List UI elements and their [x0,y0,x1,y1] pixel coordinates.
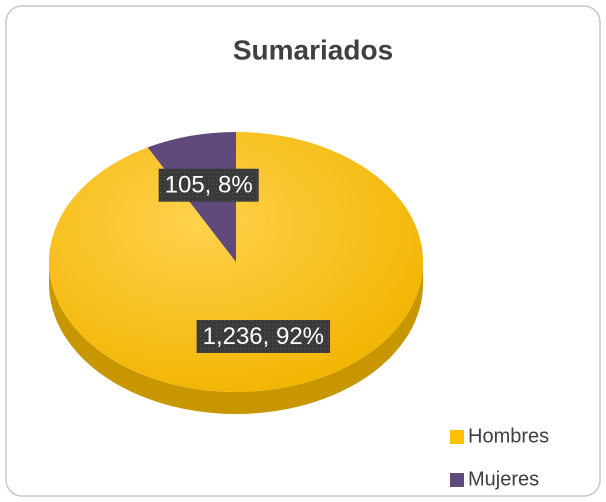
chart-title: Sumariados [233,34,393,65]
data-label: 1,236, 92% [203,323,324,350]
legend-swatch [450,473,464,487]
legend-label: Mujeres [468,468,539,490]
data-label-box [196,319,331,353]
data-label: 105, 8% [165,172,253,199]
data-label-box [158,168,259,202]
pie-side [49,262,423,414]
legend-label: Hombres [468,425,549,447]
legend-swatch [450,430,464,444]
